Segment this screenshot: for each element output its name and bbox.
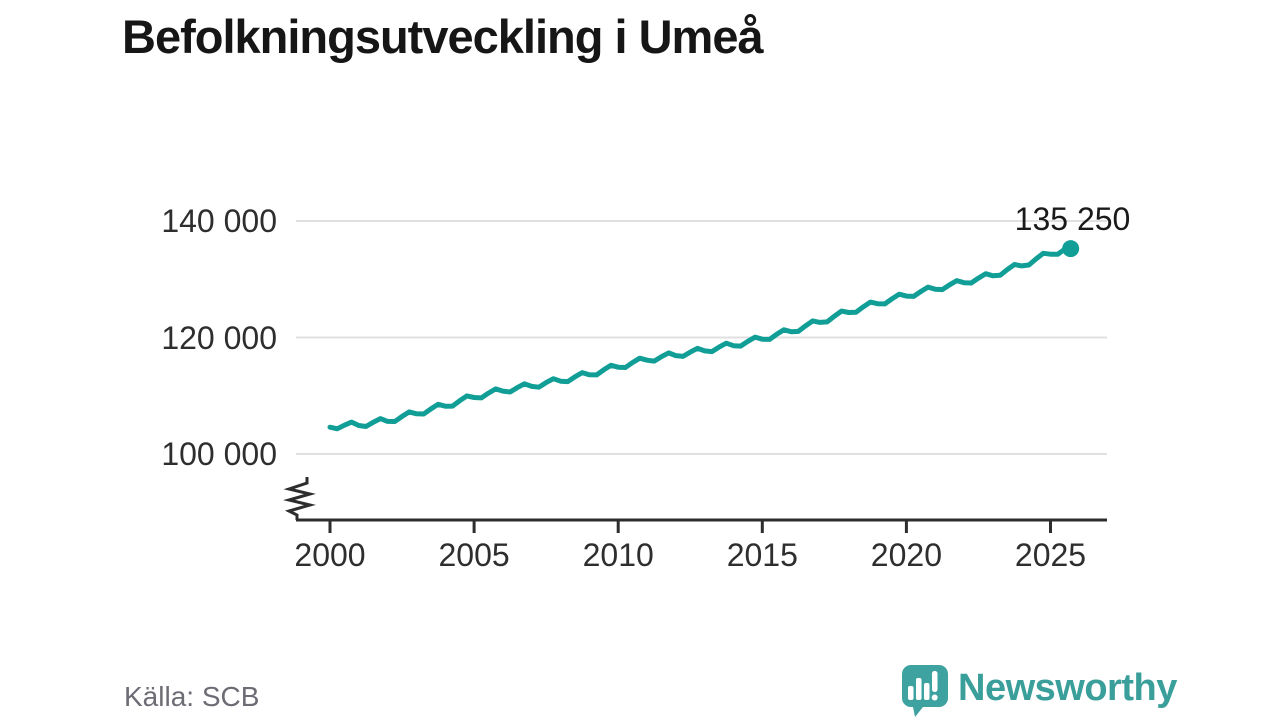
logo-exclamation-bar <box>932 671 938 692</box>
chart-title: Befolkningsutveckling i Umeå <box>122 10 764 63</box>
x-tick-label: 2015 <box>726 537 798 573</box>
logo-bar-3 <box>924 683 930 700</box>
logo-bar-1 <box>908 686 914 700</box>
newsworthy-wordmark: Newsworthy <box>958 667 1177 709</box>
last-value-dot <box>1062 240 1080 258</box>
newsworthy-logo[interactable]: Newsworthy <box>897 663 1177 719</box>
logo-bar-2 <box>916 678 922 700</box>
population-line <box>327 246 1074 432</box>
y-tick-label: 140 000 <box>161 203 277 239</box>
x-tick-label: 2000 <box>294 537 366 573</box>
logo-exclamation-dot <box>931 694 938 701</box>
y-tick-label: 100 000 <box>161 436 277 472</box>
y-tick-label: 120 000 <box>161 319 277 356</box>
x-tick-label: 2020 <box>870 537 942 573</box>
last-value-label: 135 250 <box>1014 201 1131 237</box>
source-label: Källa: SCB <box>124 681 260 712</box>
x-tick-label: 2025 <box>1014 537 1087 573</box>
x-tick-label: 2005 <box>438 537 510 573</box>
axis-break-icon <box>283 477 316 520</box>
x-tick-label: 2010 <box>582 537 654 573</box>
newsworthy-bubble-icon <box>902 665 948 717</box>
